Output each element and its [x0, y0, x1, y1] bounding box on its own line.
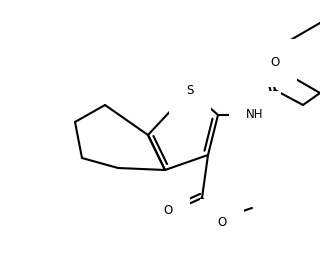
Text: O: O	[164, 204, 172, 216]
Text: NH: NH	[246, 108, 264, 122]
Text: S: S	[186, 84, 194, 96]
Text: O: O	[270, 57, 280, 69]
Text: O: O	[217, 216, 227, 230]
